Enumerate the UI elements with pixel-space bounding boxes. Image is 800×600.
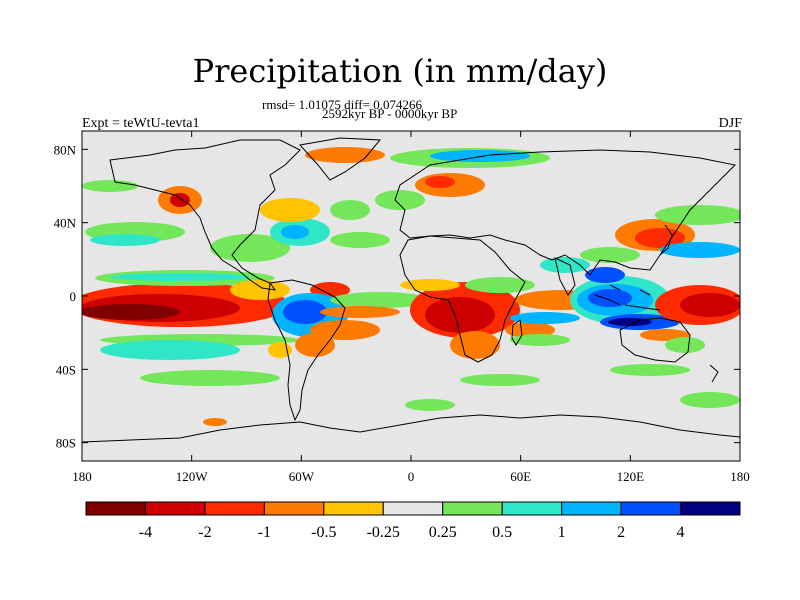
coastline-australia: [619, 317, 691, 363]
lon-tick-label: 120W: [176, 469, 209, 484]
anomaly-patch: [580, 247, 640, 263]
coastlines: [82, 137, 740, 443]
coastline-eurasia: [394, 149, 737, 276]
anomaly-patch: [82, 180, 138, 192]
experiment-label: Expt = teWtU-tevta1: [82, 116, 200, 131]
colorbar-label: 2: [617, 524, 625, 541]
lat-tick-label: 80N: [54, 142, 77, 157]
lon-tick-label: 0: [408, 469, 415, 484]
anomaly-patch: [430, 150, 530, 162]
anomaly-patch: [320, 306, 400, 318]
coastline-south-america: [267, 279, 346, 422]
anomaly-patch: [100, 340, 240, 360]
coastline-japan: [659, 224, 673, 256]
colorbar-label: -4: [139, 524, 152, 541]
anomaly-patch: [680, 293, 740, 317]
anomaly-patch: [585, 267, 625, 283]
anomaly-patch: [655, 205, 740, 225]
colorbar-swatch: [442, 501, 503, 516]
coastline-africa: [399, 235, 526, 363]
lat-tick-label: 40N: [54, 216, 77, 231]
colorbar-swatch: [501, 501, 563, 516]
stats-line: rmsd= 1.01075 diff= 0.074266: [262, 97, 422, 112]
anomaly-patch: [295, 333, 335, 357]
anomaly-patch: [465, 277, 535, 293]
lat-tick-label: 80S: [56, 436, 76, 451]
coastline-antarctica: [82, 414, 740, 443]
anomaly-patch: [510, 334, 570, 346]
anomaly-patch: [330, 200, 370, 220]
latitude-ticks: 80N 40N 0 40S 80S: [54, 142, 740, 451]
lon-tick-label: 120E: [617, 469, 645, 484]
anomaly-patch: [400, 279, 460, 291]
anomaly-patch: [460, 374, 540, 386]
anomaly-patch: [425, 176, 455, 188]
coastline-greenland: [299, 137, 382, 181]
colorbar-swatch: [382, 501, 444, 516]
colorbar-label: -0.25: [367, 524, 400, 541]
anomaly-patch: [610, 364, 690, 376]
anomaly-patch: [305, 147, 385, 163]
anomaly-patch: [680, 392, 740, 408]
anomaly-patch: [260, 198, 320, 222]
anomaly-patch: [90, 234, 160, 246]
colorbar-swatch: [323, 501, 384, 516]
anomaly-patch: [310, 320, 380, 340]
anomaly-patch: [665, 337, 705, 353]
anomaly-patch: [283, 300, 327, 324]
anomaly-field: [82, 147, 740, 426]
lon-tick-label: 180: [730, 469, 750, 484]
lon-tick-label: 180: [72, 469, 92, 484]
anomaly-patch: [82, 304, 180, 320]
anomaly-patch: [140, 370, 280, 386]
colorbar-label: -2: [198, 524, 211, 541]
anomaly-patch: [230, 280, 290, 300]
coastline-india: [554, 257, 576, 296]
colorbar-swatch: [85, 501, 146, 516]
colorbar-swatch: [620, 501, 682, 516]
colorbar: -4 -2 -1 -0.5 -0.25 0.25 0.5 1 2 4: [85, 501, 741, 541]
coastline-north-america: [109, 139, 301, 291]
colorbar-label: -1: [258, 524, 271, 541]
colorbar-swatch: [144, 501, 206, 516]
colorbar-label: -0.5: [311, 524, 336, 541]
lon-tick-label: 60E: [510, 469, 531, 484]
lat-tick-label: 40S: [56, 362, 76, 377]
colorbar-swatch: [263, 501, 325, 516]
lon-tick-label: 60W: [289, 469, 315, 484]
colorbar-label: 0.5: [492, 524, 512, 541]
anomaly-patch: [660, 242, 740, 258]
colorbar-swatch: [204, 501, 265, 516]
anomaly-patch: [450, 331, 500, 359]
anomaly-patch: [588, 289, 632, 307]
anomaly-patch: [210, 234, 290, 262]
coastline-madagascar: [511, 319, 523, 346]
anomaly-patch: [425, 297, 495, 333]
colorbar-swatch: [561, 501, 622, 516]
season-label: DJF: [718, 116, 742, 131]
colorbar-label: 1: [558, 524, 566, 541]
anomaly-patch: [405, 399, 455, 411]
longitude-ticks: 180 120W 60W 0 60E 120E 180: [72, 131, 750, 484]
colorbar-swatch: [680, 501, 741, 516]
anomaly-patch: [635, 228, 685, 248]
anomaly-patch: [170, 193, 190, 207]
anomaly-patch: [505, 322, 555, 338]
anomaly-patch: [330, 292, 430, 308]
anomaly-patch: [375, 190, 425, 210]
coastline-new-zealand: [709, 364, 719, 383]
anomaly-patch: [110, 273, 250, 281]
period-line: 2592kyr BP - 0000kyr BP: [322, 106, 458, 121]
anomaly-patch: [510, 312, 580, 324]
coastline-indonesia: [594, 284, 661, 311]
anomaly-patch: [540, 257, 590, 273]
anomaly-patch: [330, 232, 390, 248]
colorbar-label: 4: [677, 524, 685, 541]
figure-title: Precipitation (in mm/day): [192, 52, 608, 90]
anomaly-patch: [203, 418, 227, 426]
anomaly-patch: [281, 225, 309, 239]
lat-tick-label: 0: [70, 289, 77, 304]
colorbar-label: 0.25: [429, 524, 457, 541]
